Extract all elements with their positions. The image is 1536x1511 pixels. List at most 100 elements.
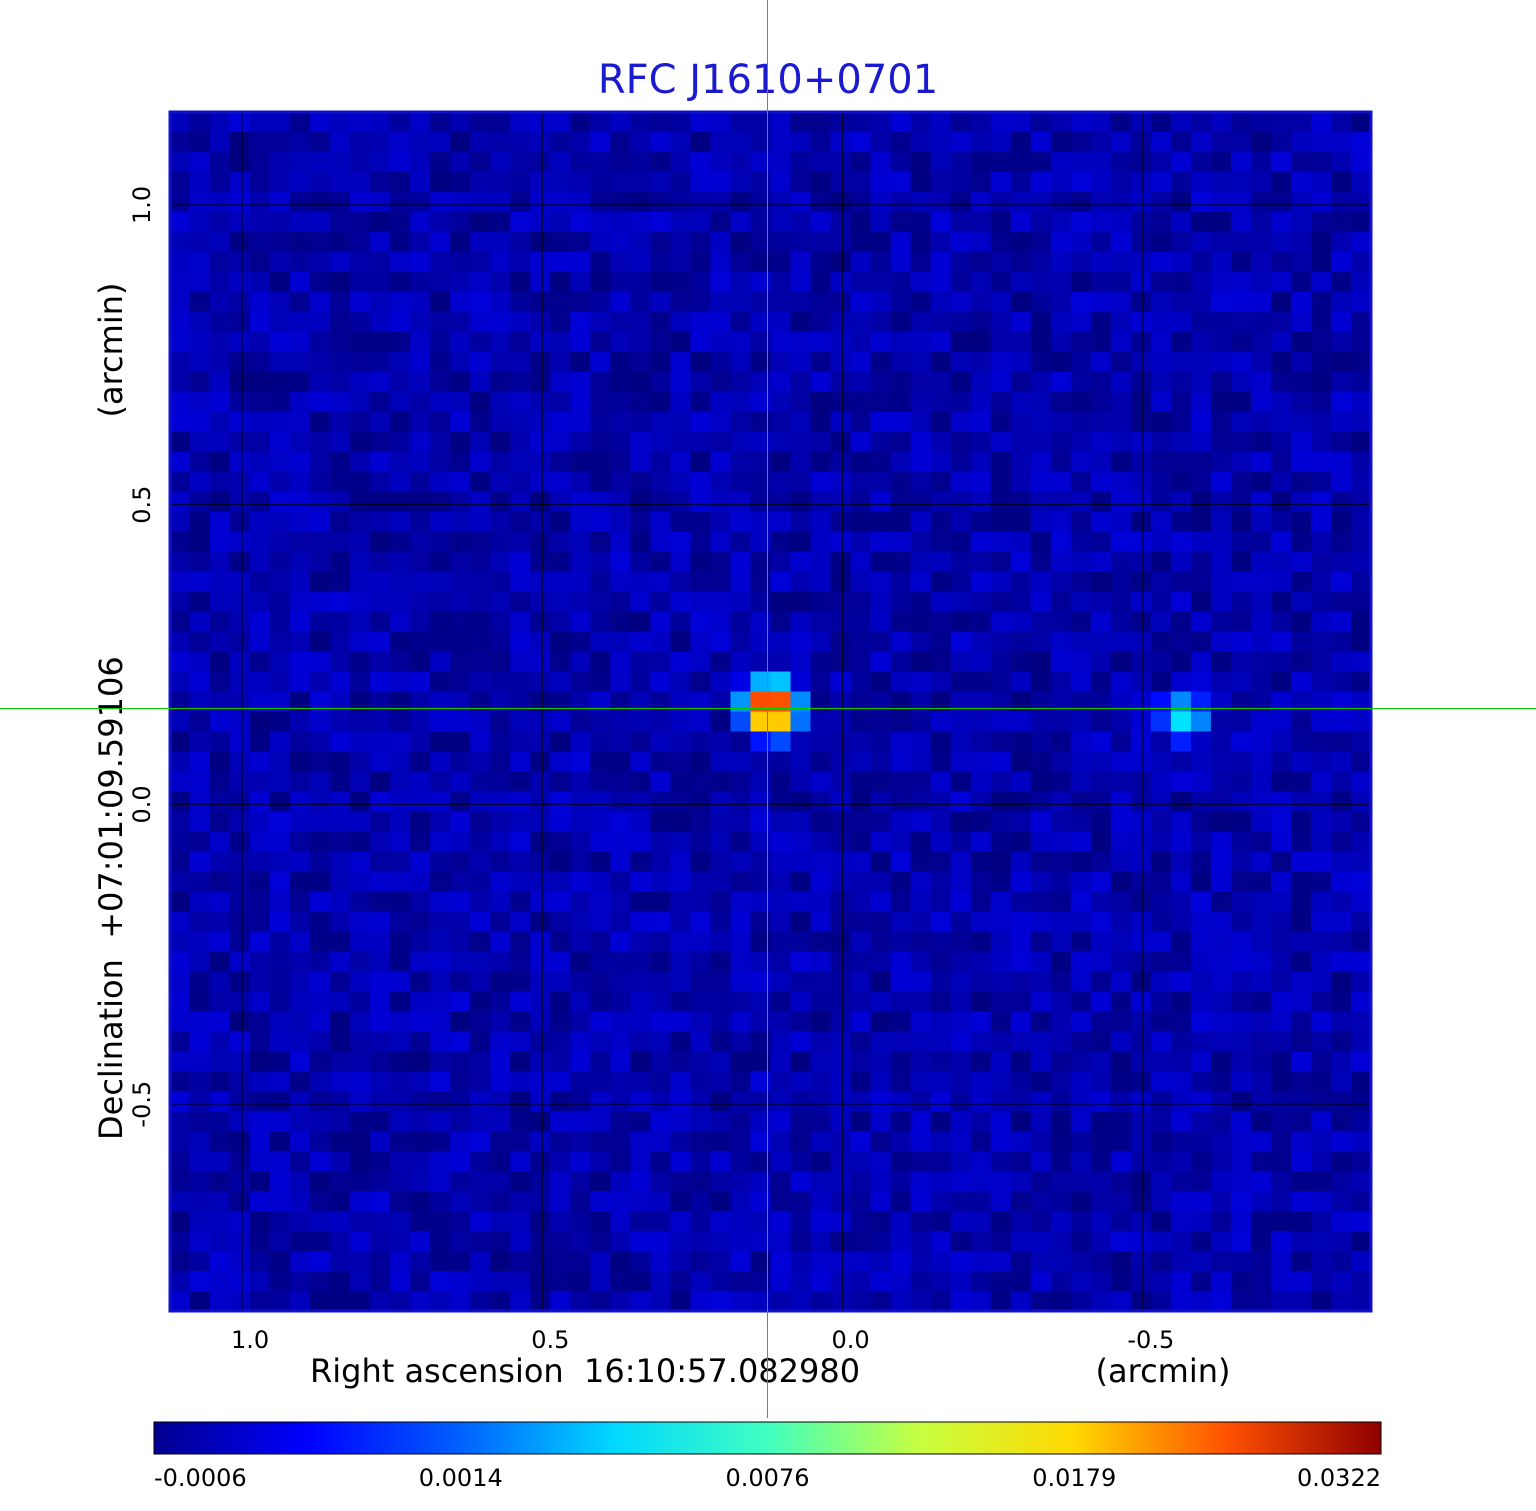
image-pixel <box>1110 1151 1132 1172</box>
image-pixel <box>1150 651 1172 673</box>
image-pixel <box>910 791 932 813</box>
image-pixel <box>1270 591 1292 613</box>
image-pixel <box>990 991 1012 1012</box>
image-pixel <box>1150 751 1172 773</box>
image-pixel <box>1130 112 1152 133</box>
image-pixel <box>510 751 531 773</box>
image-pixel <box>230 211 251 233</box>
image-pixel <box>390 931 411 952</box>
image-pixel <box>850 971 872 992</box>
image-pixel <box>170 651 191 673</box>
image-pixel <box>530 351 551 373</box>
image-pixel <box>1230 571 1252 593</box>
image-pixel <box>1230 1251 1252 1272</box>
image-pixel <box>650 711 672 733</box>
image-pixel <box>610 651 631 673</box>
image-pixel <box>990 251 1012 273</box>
image-pixel <box>430 811 451 832</box>
image-pixel <box>610 471 631 493</box>
image-pixel <box>1310 131 1332 153</box>
image-pixel <box>910 731 932 753</box>
image-pixel <box>1350 831 1372 852</box>
image-pixel <box>1330 431 1352 453</box>
image-pixel <box>1070 311 1092 333</box>
image-pixel <box>1270 491 1292 513</box>
image-pixel <box>330 571 351 593</box>
image-pixel <box>1310 471 1332 493</box>
image-pixel <box>250 1031 271 1052</box>
image-pixel <box>1350 691 1372 713</box>
image-pixel <box>330 551 351 573</box>
image-pixel <box>390 1031 411 1052</box>
image-pixel <box>1090 691 1112 713</box>
image-pixel <box>730 131 752 153</box>
image-pixel <box>630 1171 651 1192</box>
image-pixel <box>1030 771 1052 793</box>
image-pixel <box>190 811 211 832</box>
image-pixel <box>510 311 531 333</box>
image-pixel <box>1190 491 1212 513</box>
image-pixel <box>1310 731 1332 753</box>
image-pixel <box>1150 511 1172 533</box>
image-pixel <box>870 1011 892 1032</box>
image-pixel <box>1210 991 1232 1012</box>
image-pixel <box>330 331 351 353</box>
image-pixel <box>1270 451 1292 473</box>
image-pixel <box>170 691 191 713</box>
image-pixel <box>1150 351 1172 373</box>
image-pixel <box>650 1111 672 1132</box>
image-pixel <box>1190 751 1212 773</box>
image-pixel <box>1190 631 1212 653</box>
image-pixel <box>210 271 231 293</box>
image-pixel <box>930 451 952 473</box>
image-pixel <box>890 211 912 233</box>
image-pixel <box>1130 391 1152 413</box>
image-pixel <box>410 231 431 253</box>
image-pixel <box>850 271 872 293</box>
image-pixel <box>210 251 231 273</box>
image-pixel <box>1270 631 1292 653</box>
image-pixel <box>790 531 812 553</box>
image-pixel <box>470 271 491 293</box>
image-pixel <box>990 611 1012 633</box>
image-pixel <box>710 1051 732 1072</box>
image-pixel <box>1190 771 1212 793</box>
image-pixel <box>190 891 211 912</box>
image-pixel <box>590 471 611 493</box>
image-pixel <box>590 651 611 673</box>
image-pixel <box>730 1091 752 1112</box>
image-pixel <box>710 791 732 813</box>
image-pixel <box>1150 331 1172 353</box>
image-pixel <box>450 811 471 832</box>
image-pixel <box>290 871 311 892</box>
image-pixel <box>810 711 832 733</box>
image-pixel <box>970 771 992 793</box>
image-pixel <box>270 1211 291 1232</box>
image-pixel <box>250 1231 271 1252</box>
image-pixel <box>490 591 511 613</box>
image-pixel <box>1170 1291 1192 1312</box>
image-pixel <box>750 971 772 992</box>
image-pixel <box>630 471 651 493</box>
image-pixel <box>370 491 391 513</box>
image-pixel <box>810 1011 832 1032</box>
image-pixel <box>1170 191 1192 213</box>
image-pixel <box>670 251 692 273</box>
image-pixel <box>310 831 331 852</box>
image-pixel <box>970 791 992 813</box>
image-pixel <box>970 1151 992 1172</box>
image-pixel <box>690 331 712 353</box>
image-pixel <box>1310 931 1332 952</box>
image-pixel <box>890 611 912 633</box>
image-pixel <box>370 311 391 333</box>
image-pixel <box>650 1171 672 1192</box>
image-pixel <box>650 471 672 493</box>
image-pixel <box>870 151 892 173</box>
image-pixel <box>1030 311 1052 333</box>
image-pixel <box>1170 1011 1192 1032</box>
image-pixel <box>470 1091 491 1112</box>
image-pixel <box>990 751 1012 773</box>
image-pixel <box>770 791 792 813</box>
image-pixel <box>1090 1211 1112 1232</box>
image-pixel <box>810 351 832 373</box>
